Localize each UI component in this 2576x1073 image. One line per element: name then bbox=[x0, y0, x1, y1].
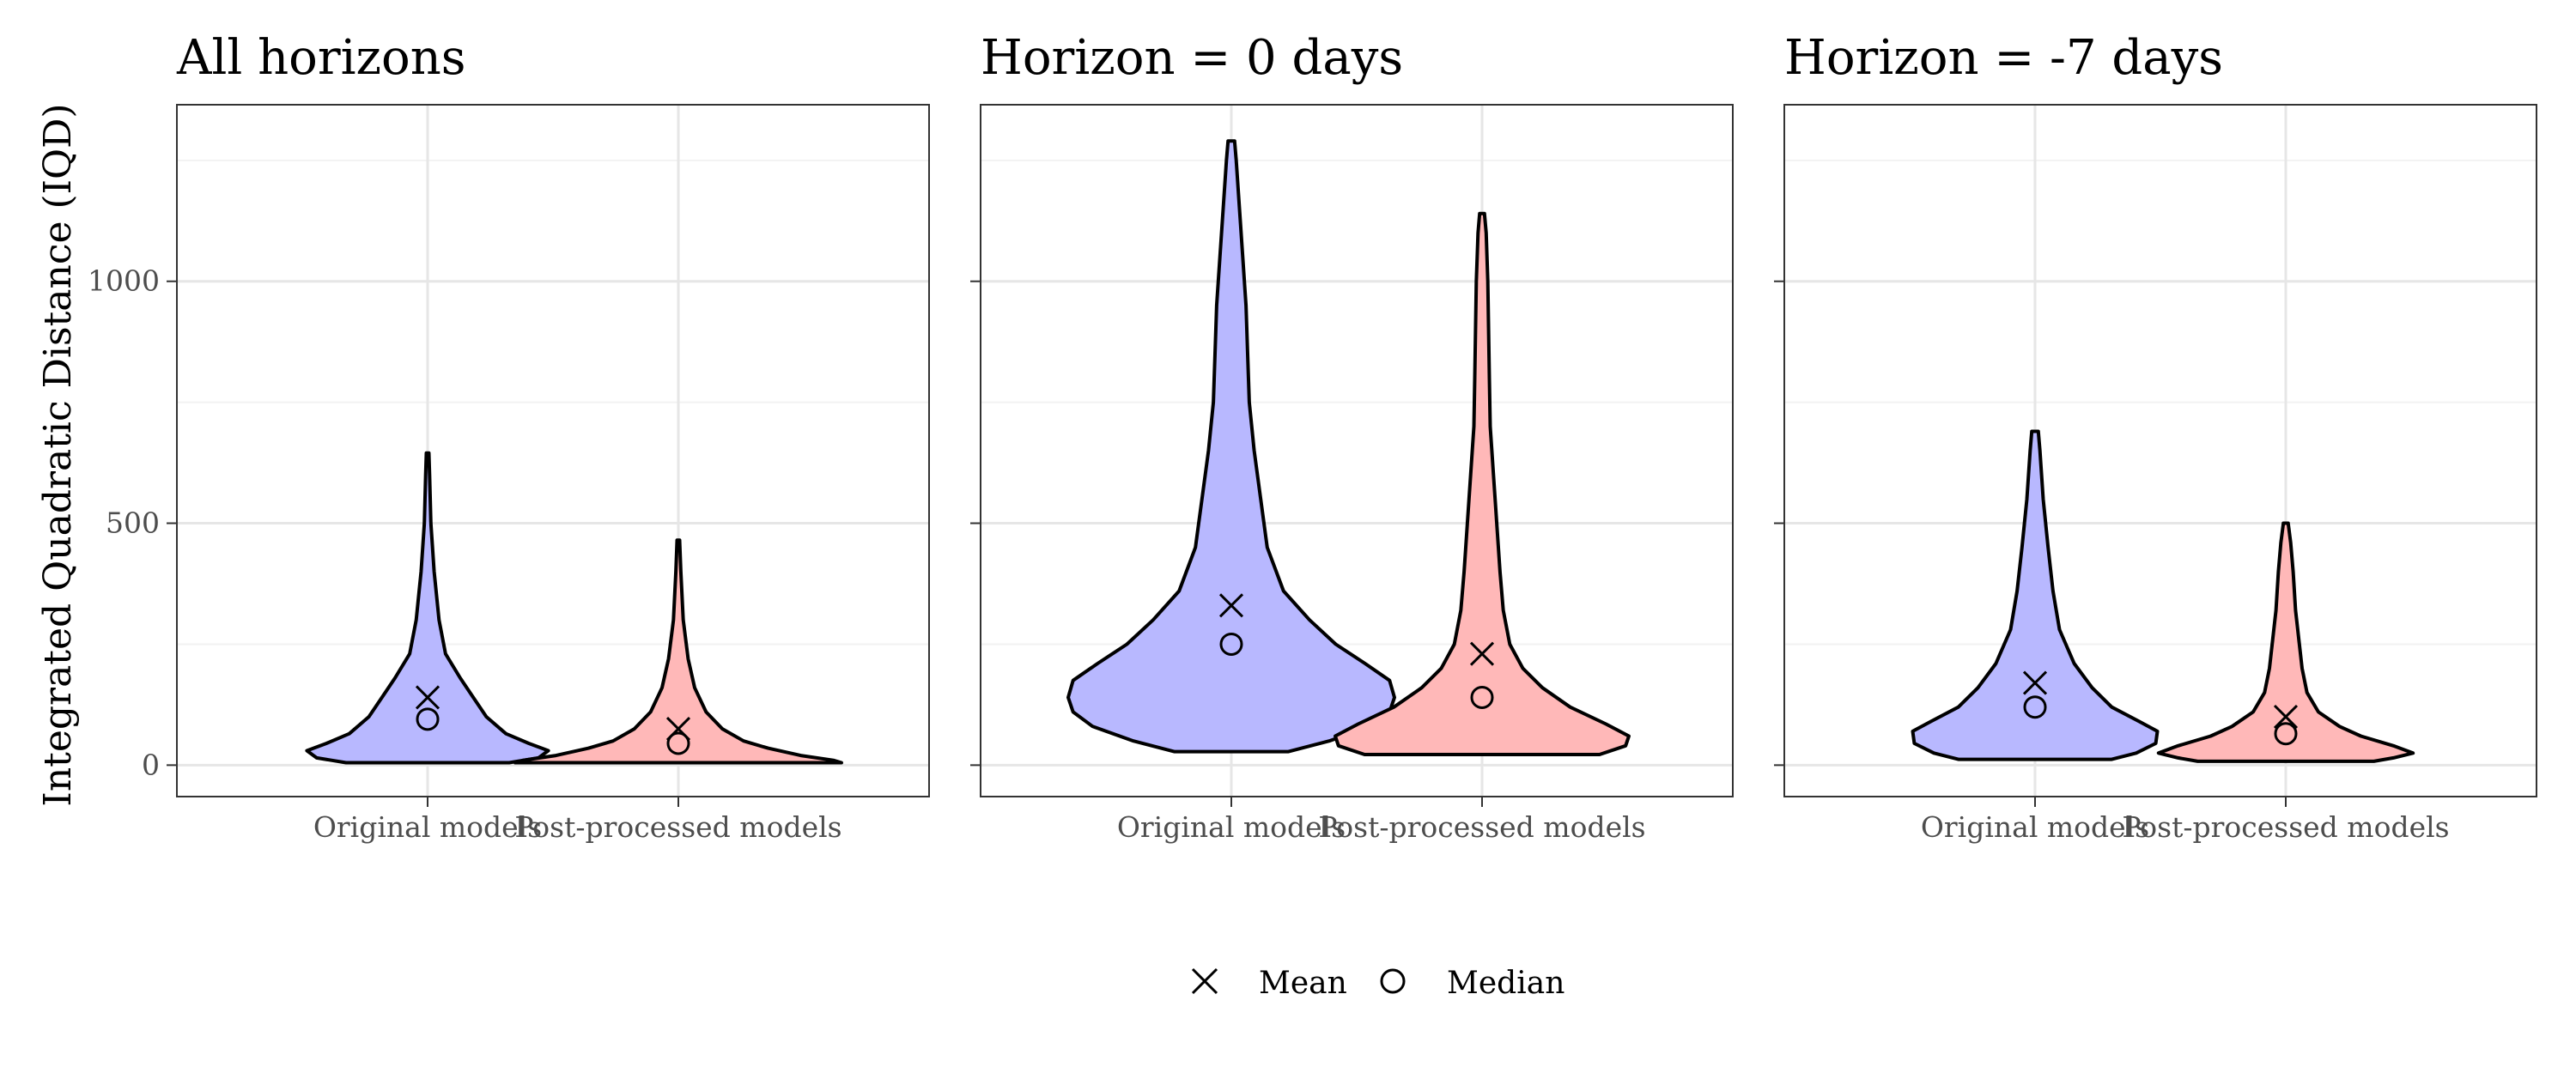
median-marker bbox=[416, 707, 440, 731]
x-tick-label: Post-processed models bbox=[1318, 810, 1645, 844]
panel-title: Horizon = -7 days bbox=[1784, 30, 2223, 86]
median-marker bbox=[1470, 685, 1494, 709]
violin-original-models bbox=[1066, 139, 1396, 754]
y-tick-label: 0 bbox=[142, 748, 160, 781]
x-tick-label: Original models bbox=[1117, 810, 1346, 844]
legend: Mean Median bbox=[1191, 966, 1564, 1001]
violin-post-processed-models bbox=[1334, 211, 1631, 756]
panel-border bbox=[980, 104, 1734, 797]
x-tick-label: Original models bbox=[1921, 810, 2149, 844]
median-marker bbox=[2023, 695, 2047, 719]
legend-median-label: Median bbox=[1447, 966, 1564, 1001]
violin-post-processed-models bbox=[513, 538, 843, 765]
legend-median-marker bbox=[1380, 968, 1406, 994]
panel-border bbox=[1783, 104, 2537, 797]
panel-3: Horizon = -7 days Original modelsPost-pro… bbox=[1774, 30, 2537, 844]
panel-1: All horizons Original modelsPost-processe… bbox=[88, 30, 930, 844]
mean-marker bbox=[2273, 704, 2299, 730]
legend-mean-marker bbox=[1191, 967, 1218, 995]
panel-border bbox=[176, 104, 930, 797]
panel-2: Horizon = 0 days Original modelsPost-proc… bbox=[970, 30, 1734, 844]
mean-marker bbox=[2022, 670, 2048, 695]
mean-marker bbox=[1218, 593, 1244, 618]
y-tick-label: 1000 bbox=[88, 264, 160, 298]
x-tick-label: Post-processed models bbox=[2122, 810, 2449, 844]
panel-title: All horizons bbox=[176, 30, 466, 86]
x-tick-label: Original models bbox=[313, 810, 542, 844]
panel-background bbox=[177, 105, 929, 797]
median-marker bbox=[2274, 722, 2298, 746]
panel-title: Horizon = 0 days bbox=[981, 30, 1403, 86]
y-axis-label: Integrated Quadratic Distance (IQD) bbox=[36, 103, 80, 806]
median-marker bbox=[1219, 632, 1243, 656]
x-tick-label: Post-processed models bbox=[514, 810, 841, 844]
mean-marker bbox=[1469, 641, 1495, 666]
panel-background bbox=[1784, 105, 2537, 797]
violin-post-processed-models bbox=[2156, 521, 2415, 763]
median-marker bbox=[666, 731, 690, 755]
y-tick-label: 500 bbox=[106, 506, 160, 540]
mean-marker bbox=[415, 685, 440, 710]
violin-original-models bbox=[1911, 429, 2160, 761]
violin-original-models bbox=[305, 451, 550, 765]
legend-mean-label: Mean bbox=[1259, 966, 1347, 1001]
